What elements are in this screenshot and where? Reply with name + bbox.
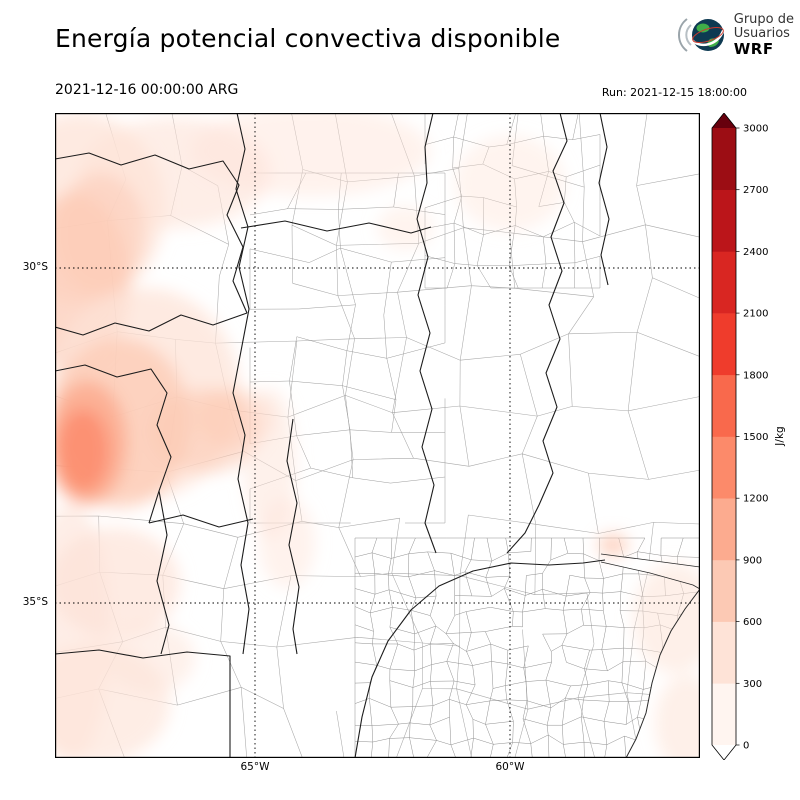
- colorbar-segment: [712, 313, 736, 376]
- colorbar-tick-label: 1800: [743, 370, 768, 381]
- colorbar-tick-label: 3000: [743, 124, 768, 135]
- colorbar-tick-label: 300: [743, 679, 762, 690]
- colorbar-segment: [712, 498, 736, 561]
- colorbar-under-arrow: [712, 745, 736, 760]
- globe-icon: [677, 18, 725, 52]
- lon-tick-label: 60°W: [495, 761, 525, 773]
- figure-title: Energía potencial convectiva disponible: [55, 24, 561, 53]
- colorbar-tick-label: 1200: [743, 494, 768, 505]
- colorbar-segment: [712, 189, 736, 252]
- colorbar-segment: [712, 559, 736, 622]
- colorbar-segment: [712, 436, 736, 499]
- run-time-label: Run: 2021-12-15 18:00:00: [601, 86, 747, 99]
- cape-map: [55, 113, 700, 758]
- logo-line-3: WRF: [733, 39, 774, 58]
- colorbar-svg: 0 300 600 900 1200 1500 1800 2100 2400 2700 3000: [711, 112, 768, 761]
- colorbar-segment: [712, 374, 736, 437]
- colorbar-segment: [712, 621, 736, 684]
- colorbar-segment: [712, 683, 736, 746]
- logo-line-1: Grupo de: [733, 11, 794, 27]
- map-panel: [55, 113, 700, 758]
- department-boundaries: [55, 113, 700, 758]
- logo-text: Grupo de Usuarios WRF: [733, 11, 794, 58]
- colorbar-units-label: J/kg: [774, 426, 786, 446]
- colorbar-over-arrow: [712, 113, 736, 128]
- colorbar: 0 300 600 900 1200 1500 1800 2100 2400 2700 3000: [705, 112, 800, 761]
- colorbar-tick-label: 2400: [743, 247, 768, 258]
- colorbar-tick-label: 600: [743, 617, 762, 628]
- colorbar-segment: [712, 128, 736, 190]
- lon-tick-label: 65°W: [240, 761, 270, 773]
- valid-time-label: 2021-12-16 00:00:00 ARG: [55, 82, 239, 98]
- colorbar-tick-label: 900: [743, 555, 762, 566]
- lat-tick-label: 35°S: [22, 596, 48, 608]
- lat-tick-label: 30°S: [22, 260, 48, 273]
- colorbar-tick-label: 1500: [743, 432, 768, 443]
- logo-line-2: Usuarios: [733, 25, 790, 41]
- province-boundaries: [55, 113, 700, 758]
- wrf-users-group-logo: Grupo de Usuarios WRF: [677, 10, 794, 60]
- colorbar-tick-label: 2100: [743, 309, 768, 320]
- colorbar-segment: [712, 251, 736, 314]
- colorbar-tick-label: 2700: [743, 185, 768, 196]
- colorbar-tick-label: 0: [743, 741, 749, 752]
